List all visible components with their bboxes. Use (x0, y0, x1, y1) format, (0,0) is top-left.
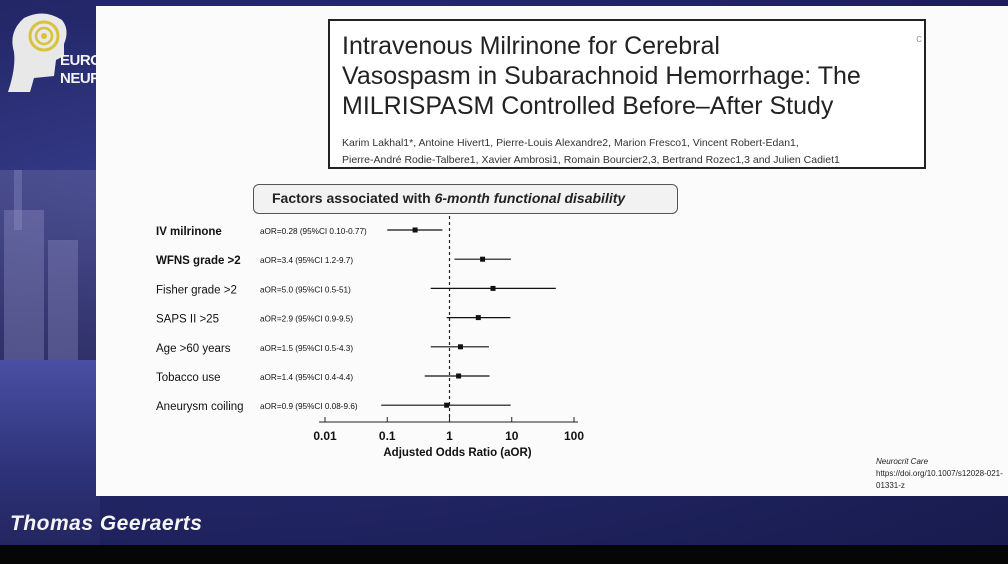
authors-line: Pierre-André Rodie-Talbere1, Xavier Ambr… (342, 154, 840, 166)
aor-text: aOR=2.9 (95%CI 0.9-9.5) (260, 315, 353, 324)
euroneuro-logo: EURO NEURO (4, 8, 112, 93)
chart-heading-italic: 6-month functional disability (434, 190, 626, 206)
factor-label: Aneurysm coiling (156, 401, 244, 413)
paper-title-line: MILRISPASM Controlled Before–After Study (342, 92, 834, 120)
aor-text: aOR=0.28 (95%CI 0.10-0.77) (260, 227, 367, 236)
factor-label: Tobacco use (156, 372, 221, 384)
point-estimate (457, 344, 463, 350)
factor-label: Age >60 years (156, 343, 231, 355)
reference-journal: Neurocrit Care (876, 457, 929, 466)
point-estimate (412, 227, 418, 233)
paper-title-line: Vasospasm in Subarachnoid Hemorrhage: Th… (342, 62, 861, 90)
aor-text: aOR=1.5 (95%CI 0.5-4.3) (260, 344, 353, 353)
point-estimate (480, 256, 486, 262)
x-tick-label: 100 (564, 429, 584, 443)
x-axis-label: Adjusted Odds Ratio (aOR) (383, 447, 531, 459)
reference: Neurocrit Care https://doi.org/10.1007/s… (876, 456, 1008, 492)
corner-mark: C (916, 35, 922, 44)
point-estimate (475, 315, 481, 321)
paper-title: Intravenous Milrinone for Cerebral Vasos… (342, 31, 922, 121)
x-tick-label: 1 (446, 429, 453, 443)
x-tick-label: 0.01 (313, 429, 337, 443)
screen-bottom-bar (0, 545, 1008, 564)
factor-label: WFNS grade >2 (156, 255, 241, 267)
point-estimate (444, 402, 450, 408)
paper-title-line: Intravenous Milrinone for Cerebral (342, 32, 720, 60)
factor-label: IV milrinone (156, 226, 222, 238)
aor-text: aOR=0.9 (95%CI 0.08-9.6) (260, 402, 358, 411)
authors-line: Karim Lakhal1*, Antoine Hivert1, Pierre-… (342, 137, 799, 149)
reference-doi: https://doi.org/10.1007/s12028-021-01331… (876, 469, 1003, 490)
x-tick-label: 0.1 (379, 429, 396, 443)
chart-heading-plain: Factors associated with (272, 190, 435, 206)
forest-plot: 0.01 0.1 1 10 100 Adjusted Odds Ratio (aOR) IV… (156, 216, 584, 459)
aor-text: aOR=1.4 (95%CI 0.4-4.4) (260, 373, 353, 382)
logo-line1: EURO (60, 52, 102, 69)
background-water (0, 360, 100, 545)
factor-label: Fisher grade >2 (156, 284, 237, 296)
aor-text: aOR=5.0 (95%CI 0.5-51) (260, 285, 351, 294)
factor-label: SAPS II >25 (156, 314, 219, 326)
chart-heading: Factors associated with 6-month function… (253, 184, 678, 214)
point-estimate (456, 373, 462, 379)
point-estimate (490, 285, 496, 291)
paper-citation-box: Intravenous Milrinone for Cerebral Vasos… (328, 19, 926, 169)
slide: Intravenous Milrinone for Cerebral Vasos… (96, 6, 1008, 496)
aor-text: aOR=3.4 (95%CI 1.2-9.7) (260, 256, 353, 265)
x-tick-label: 10 (505, 429, 519, 443)
presenter-name: Thomas Geeraerts (10, 512, 203, 535)
paper-authors: Karim Lakhal1*, Antoine Hivert1, Pierre-… (342, 135, 922, 169)
